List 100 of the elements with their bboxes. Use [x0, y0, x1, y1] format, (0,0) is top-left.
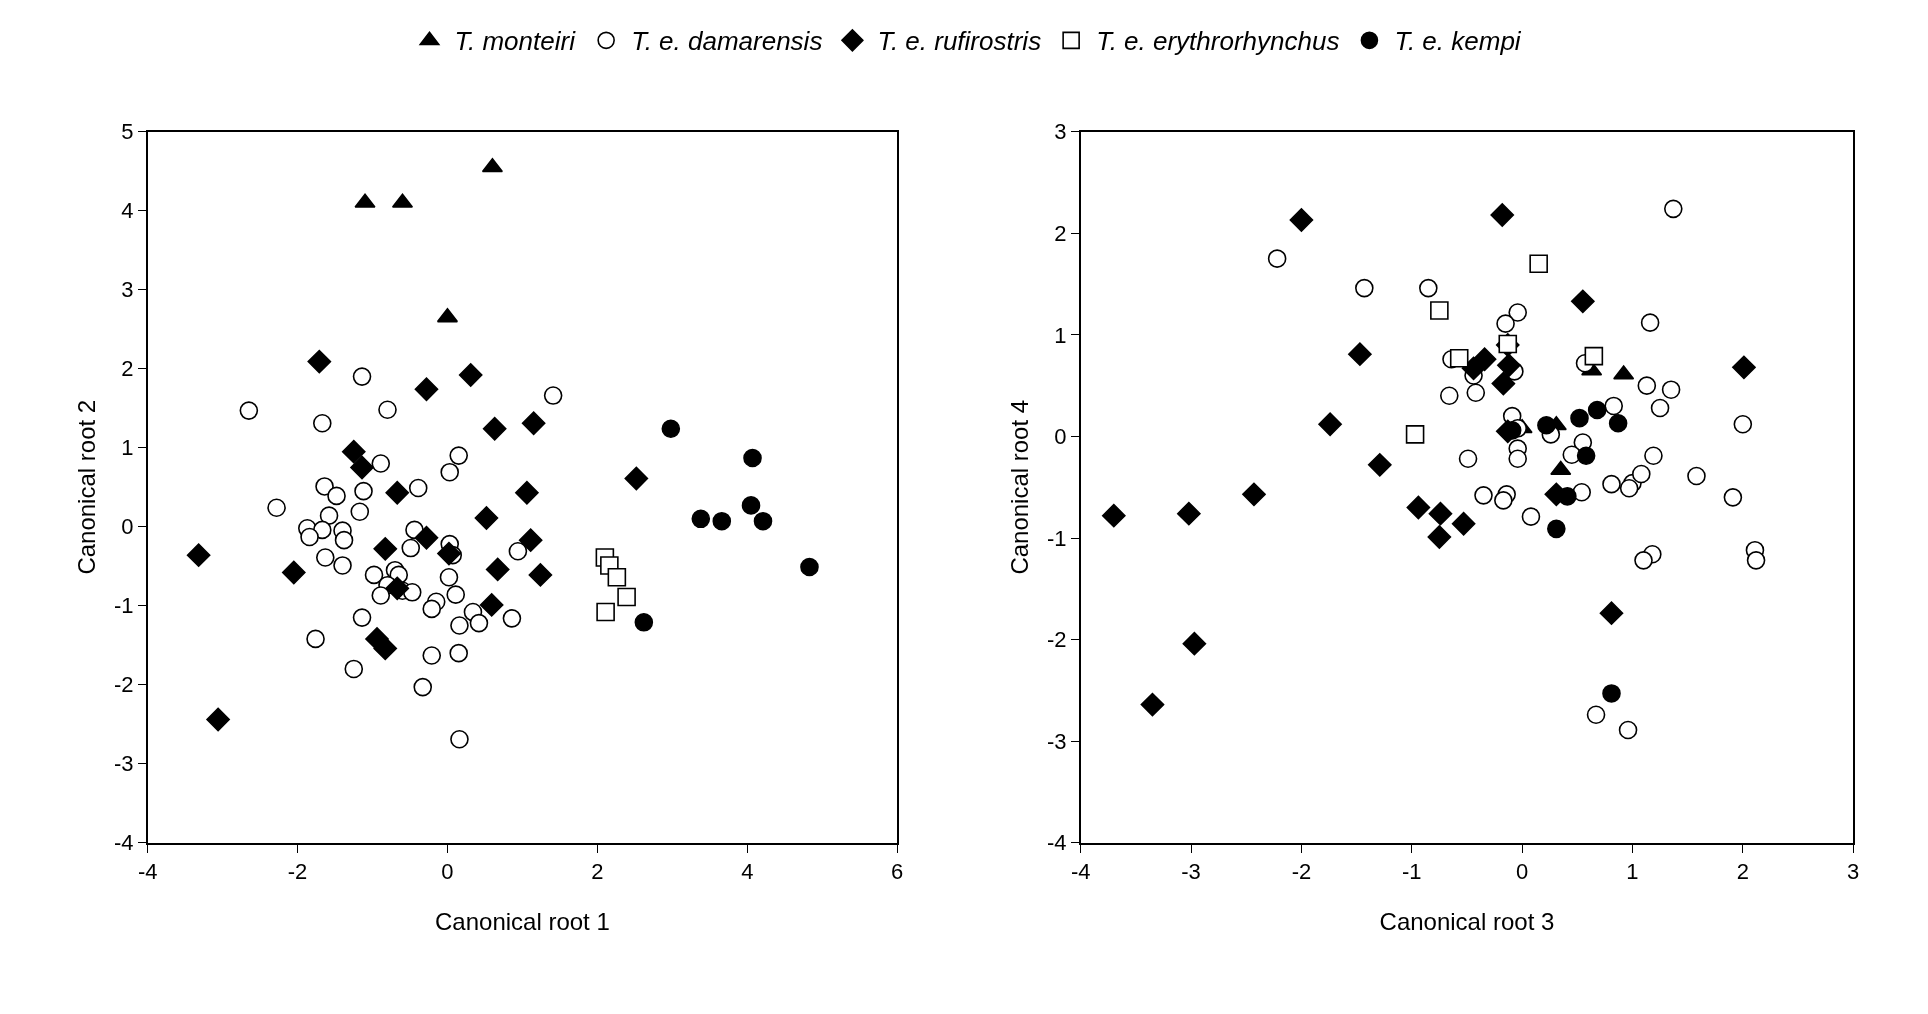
- point: [414, 377, 439, 402]
- point: [1348, 342, 1372, 366]
- point: [437, 541, 461, 566]
- point: [341, 439, 366, 464]
- y-axis-title: Canonical root 4: [1005, 399, 1033, 575]
- point: [414, 525, 439, 550]
- point: [753, 511, 773, 531]
- y-tick-label: -1: [113, 593, 134, 619]
- point: [1140, 692, 1165, 717]
- x-tick-label: -2: [1291, 858, 1312, 884]
- point: [1491, 371, 1516, 396]
- y-tick-label: 5: [121, 119, 134, 145]
- point: [528, 563, 553, 587]
- x-tick-label: -4: [1070, 858, 1091, 884]
- x-tick-label: 3: [1847, 858, 1860, 884]
- x-tick-label: 2: [1736, 858, 1749, 884]
- point: [518, 528, 543, 552]
- point: [1619, 478, 1639, 498]
- point: [281, 560, 306, 585]
- point: [691, 509, 711, 529]
- y-tick-label: -2: [113, 672, 134, 698]
- point: [458, 363, 483, 387]
- x-tick-label: 0: [441, 858, 454, 884]
- x-tick-label: -3: [1181, 858, 1201, 884]
- legend-label: T. e. erythrorhynchus: [1096, 26, 1340, 57]
- y-tick-label: 4: [121, 198, 134, 224]
- point: [1558, 487, 1577, 506]
- point: [1242, 482, 1266, 507]
- point: [479, 593, 504, 617]
- y-tick-label: 3: [121, 277, 134, 303]
- point: [385, 576, 410, 601]
- y-tick-label: 3: [1054, 119, 1067, 145]
- point: [350, 455, 374, 480]
- point: [1472, 347, 1497, 372]
- point: [1367, 453, 1392, 477]
- y-tick-label: 0: [1054, 424, 1067, 450]
- point: [1547, 519, 1566, 539]
- x-tick-label: -2: [287, 858, 308, 884]
- point: [634, 613, 654, 632]
- point: [385, 480, 410, 505]
- point: [1608, 413, 1628, 433]
- x-axis-title: Canonical root 1: [435, 907, 610, 935]
- point: [206, 707, 230, 732]
- x-tick-label: 2: [591, 858, 604, 884]
- y-tick-label: 0: [121, 514, 134, 540]
- point: [1289, 208, 1314, 232]
- point: [1732, 355, 1756, 380]
- y-tick-label: -3: [113, 751, 134, 777]
- point: [712, 511, 732, 531]
- y-tick-label: -4: [113, 830, 134, 856]
- point: [373, 536, 398, 561]
- point: [1101, 503, 1126, 528]
- x-tick-label: -1: [1401, 858, 1422, 884]
- point: [1490, 203, 1515, 227]
- point: [1570, 289, 1595, 314]
- point: [661, 419, 681, 439]
- point: [1537, 415, 1556, 435]
- point: [1497, 353, 1521, 378]
- legend-label: T. e. kempi: [1394, 26, 1522, 57]
- point: [800, 557, 819, 577]
- legend-label: T. monteiri: [454, 26, 577, 57]
- legend-label: T. e. rufirostris: [877, 26, 1042, 57]
- y-tick-label: -4: [1047, 830, 1067, 856]
- point: [521, 411, 546, 436]
- point: [1584, 346, 1604, 366]
- point: [1406, 495, 1431, 520]
- point: [1494, 491, 1513, 510]
- point: [1428, 501, 1453, 526]
- point: [624, 466, 649, 491]
- point: [1318, 412, 1342, 437]
- point: [1587, 400, 1607, 420]
- y-tick-label: 1: [121, 435, 134, 461]
- point: [186, 543, 211, 568]
- x-tick-label: -4: [137, 858, 158, 884]
- y-axis-title: Canonical root 2: [72, 399, 100, 575]
- point: [1449, 348, 1469, 368]
- point: [485, 557, 510, 582]
- point: [1602, 684, 1621, 703]
- point: [307, 349, 332, 374]
- point: [1177, 501, 1201, 526]
- point: [1576, 446, 1596, 466]
- point: [1570, 408, 1589, 428]
- x-tick-label: 0: [1515, 858, 1529, 884]
- point: [1451, 511, 1476, 536]
- x-tick-label: 4: [741, 858, 754, 884]
- point: [1427, 525, 1452, 549]
- y-tick-label: -1: [1047, 525, 1067, 551]
- point: [1182, 631, 1207, 656]
- point: [373, 636, 398, 661]
- x-tick-label: 6: [891, 858, 904, 884]
- point: [515, 480, 539, 505]
- legend-label: T. e. damarensis: [631, 26, 823, 57]
- x-tick-label: 1: [1626, 858, 1639, 884]
- point: [741, 496, 761, 515]
- y-tick-label: 2: [1054, 220, 1067, 246]
- y-tick-label: -3: [1047, 728, 1067, 754]
- y-tick-label: 2: [121, 356, 134, 382]
- x-axis-title: Canonical root 3: [1379, 907, 1555, 935]
- point: [474, 506, 499, 530]
- point: [1599, 601, 1624, 626]
